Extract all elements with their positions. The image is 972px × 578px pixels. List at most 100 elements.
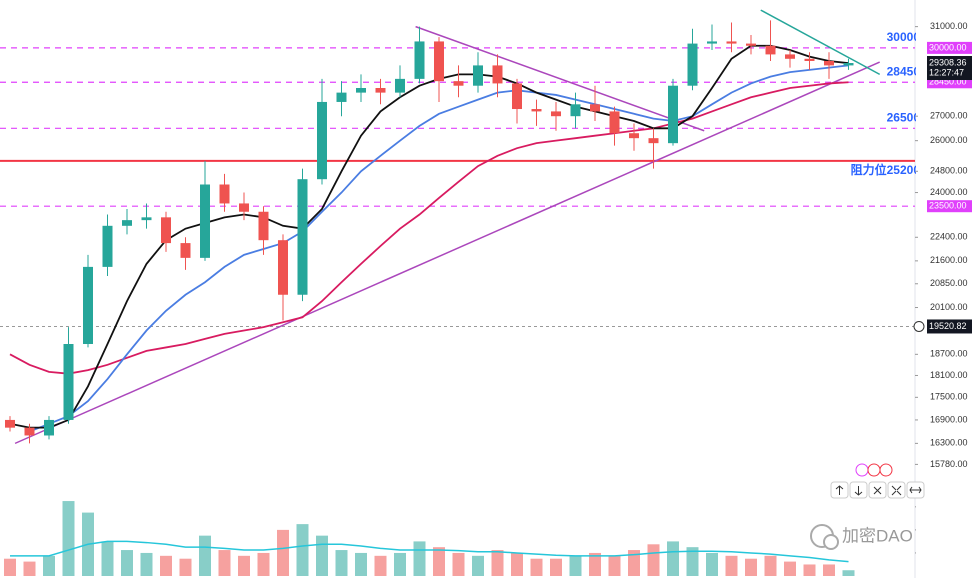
volume-bar	[550, 558, 562, 576]
candle-body	[161, 217, 171, 244]
y-tick-label: 15780.00	[930, 459, 968, 469]
y-tick-label: 17500.00	[930, 392, 968, 402]
y-tick-label: 21600.00	[930, 255, 968, 265]
y-tick-label: 22400.00	[930, 232, 968, 242]
y-tick-label: 24800.00	[930, 166, 968, 176]
level-price-box	[927, 200, 972, 213]
candle-body	[785, 54, 795, 59]
candle-body	[141, 217, 152, 221]
flag-icons	[855, 463, 893, 477]
candle-body	[278, 240, 288, 295]
volume-bar	[686, 547, 699, 576]
candle-body	[239, 203, 249, 212]
watermark-text: 加密DAO	[842, 526, 913, 545]
candle-body	[629, 133, 639, 139]
candle-body	[765, 45, 776, 55]
crosshair-price-label: 19520.82	[929, 321, 967, 331]
candle-body	[726, 41, 737, 44]
candle-body	[707, 41, 717, 44]
volume-bar	[589, 552, 601, 576]
y-tick-label: 24000.00	[930, 187, 968, 197]
candle-body	[356, 88, 366, 93]
trendline	[415, 25, 705, 132]
candle-body	[668, 85, 678, 144]
volume-bar	[764, 555, 777, 576]
volume-bar	[706, 552, 718, 576]
toolbar	[830, 481, 925, 499]
candle-body	[804, 58, 815, 61]
candle-body	[414, 41, 425, 79]
candle-body	[590, 104, 600, 112]
volume-bar	[218, 550, 231, 576]
moving-average	[9, 44, 849, 429]
volume-bar	[491, 550, 504, 576]
volume-bar	[452, 552, 465, 576]
trendline	[14, 61, 881, 445]
volume-bar	[374, 555, 387, 576]
y-tick-label: 20100.00	[930, 302, 968, 312]
countdown-label: 12:27:47	[929, 67, 964, 77]
y-tick-label: 16300.00	[930, 438, 968, 448]
candle-body	[551, 111, 561, 117]
candle-body	[687, 43, 698, 86]
flag-icon	[879, 463, 893, 477]
volume-bar	[608, 555, 621, 576]
volume-bar	[842, 570, 855, 576]
moving-average	[29, 64, 849, 433]
volume-bar	[257, 552, 270, 576]
crosshair-price-box	[927, 319, 972, 334]
candle-body	[336, 92, 347, 102]
candle-body	[180, 243, 191, 258]
candle-body	[824, 60, 834, 66]
candle-body	[24, 427, 35, 436]
volume-bar	[121, 550, 133, 576]
volume-bar	[647, 544, 660, 576]
candle-body	[375, 88, 386, 93]
volume-bar	[667, 541, 679, 576]
candle-body	[746, 43, 756, 46]
volume-bar	[569, 555, 582, 576]
volume-bar	[179, 558, 192, 576]
y-tick-label: 26000.00	[930, 135, 968, 145]
candle-body	[531, 109, 542, 112]
level-label: 阻力位25200	[851, 162, 921, 177]
volume-bar	[140, 552, 153, 576]
flag-icon	[867, 463, 881, 477]
candle-body	[297, 179, 308, 295]
y-tick-label: 18100.00	[930, 370, 968, 380]
volume-bar	[472, 555, 484, 576]
candle-body	[395, 78, 405, 93]
last-price-label: 29308.36	[929, 57, 967, 67]
volume-bar	[296, 524, 309, 576]
volume-ma-line	[10, 540, 849, 563]
y-tick-label: 20850.00	[930, 278, 968, 288]
volume-bar	[803, 564, 816, 576]
y-tick-label: 16900.00	[930, 414, 968, 424]
volume-bar	[725, 555, 738, 576]
volume-bar	[823, 564, 835, 576]
volume-bar	[277, 529, 289, 576]
crosshair-plus-button[interactable]	[913, 320, 925, 332]
level-label: 26500	[887, 110, 921, 124]
candle-body	[434, 41, 444, 82]
up-icon	[835, 485, 844, 495]
candle-body	[317, 101, 327, 180]
collapse-icon	[891, 485, 902, 496]
close-icon	[873, 486, 882, 495]
volume-bar	[160, 555, 172, 576]
candle-body	[843, 63, 854, 66]
watermark: 加密DAO	[810, 524, 913, 550]
candle-body	[5, 419, 15, 428]
candle-body	[648, 138, 659, 144]
volume-bar	[4, 558, 16, 576]
candle-body	[492, 65, 503, 84]
candle-body	[258, 211, 269, 241]
level-price-label: 23500.00	[929, 201, 967, 211]
collapse-button[interactable]	[887, 481, 906, 499]
axis-bg	[916, 0, 972, 578]
candle-body	[83, 266, 93, 345]
candle-body	[44, 419, 54, 436]
y-tick-label: 18700.00	[930, 349, 968, 359]
